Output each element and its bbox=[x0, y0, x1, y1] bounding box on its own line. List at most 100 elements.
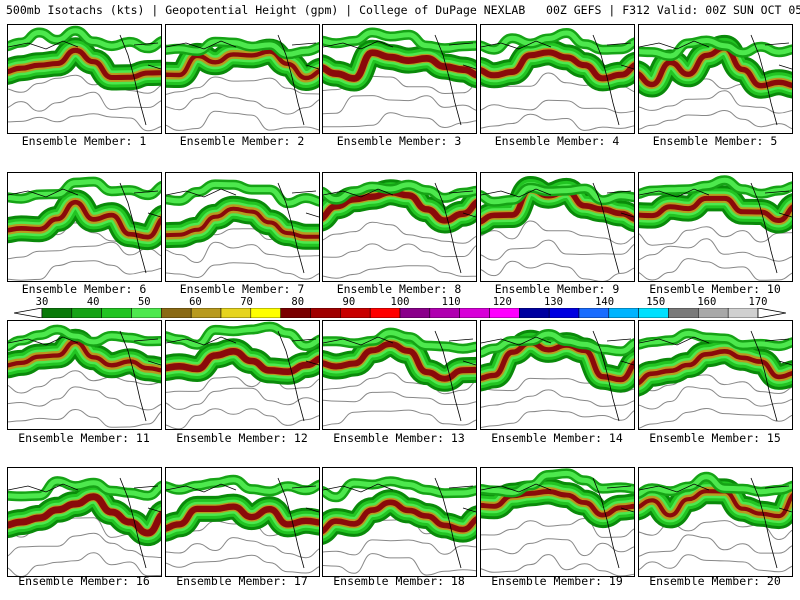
coastline bbox=[481, 182, 634, 274]
coastline bbox=[323, 330, 476, 422]
height-contour bbox=[481, 538, 634, 557]
height-contour bbox=[8, 260, 161, 281]
color-scale-labels: 30 40 50 60 70 80 90 100 110 120 130 140 150 160 170 bbox=[14, 296, 786, 308]
scale-tick-label: 170 bbox=[748, 296, 768, 308]
height-contour bbox=[8, 91, 161, 112]
isotach-band bbox=[323, 330, 476, 352]
ensemble-member-panel[interactable] bbox=[7, 467, 162, 577]
height-contour bbox=[639, 407, 792, 429]
coastline bbox=[166, 34, 319, 126]
isotach-map bbox=[323, 179, 476, 279]
color-scale-strip bbox=[14, 308, 786, 318]
isotach-map bbox=[166, 474, 319, 574]
ensemble-member-label: Ensemble Member: 10 bbox=[649, 282, 781, 296]
height-contour bbox=[323, 409, 476, 427]
height-contour bbox=[323, 112, 476, 129]
ensemble-member-panel[interactable] bbox=[322, 467, 477, 577]
scale-swatch bbox=[668, 308, 699, 318]
height-contour bbox=[639, 554, 792, 573]
ensemble-member-panel[interactable] bbox=[165, 24, 320, 134]
ensemble-member-panel[interactable] bbox=[322, 172, 477, 282]
isotach-band bbox=[481, 489, 634, 518]
ensemble-member-panel[interactable] bbox=[7, 24, 162, 134]
isotach-map bbox=[639, 471, 792, 573]
ensemble-member-label: Ensemble Member: 1 bbox=[21, 134, 147, 148]
isotach-map bbox=[639, 175, 792, 281]
isotach-band bbox=[323, 49, 476, 82]
isotach-band bbox=[166, 181, 319, 206]
height-contour bbox=[323, 243, 476, 258]
isotach-band bbox=[323, 189, 476, 224]
ensemble-member-panel[interactable] bbox=[322, 24, 477, 134]
isotach-band bbox=[8, 478, 161, 499]
isotach-map bbox=[8, 324, 161, 428]
scale-swatch bbox=[519, 308, 550, 318]
height-contour bbox=[481, 99, 634, 114]
coastline bbox=[639, 34, 792, 126]
ensemble-member-panel[interactable] bbox=[7, 320, 162, 430]
coastline bbox=[481, 34, 634, 126]
ensemble-member-panel[interactable] bbox=[638, 467, 793, 577]
ensemble-member-panel[interactable] bbox=[322, 320, 477, 430]
height-contour bbox=[481, 239, 634, 261]
coastline bbox=[481, 477, 634, 569]
ensemble-member-panel[interactable] bbox=[480, 320, 635, 430]
ensemble-member-label: Ensemble Member: 14 bbox=[491, 431, 623, 445]
isotach-band bbox=[8, 199, 161, 240]
height-contour bbox=[166, 537, 319, 559]
ensemble-member-label: Ensemble Member: 8 bbox=[336, 282, 462, 296]
height-contour bbox=[481, 220, 634, 245]
isotach-band bbox=[166, 49, 319, 81]
ensemble-member-panel[interactable] bbox=[480, 24, 635, 134]
ensemble-member-label: Ensemble Member: 11 bbox=[18, 431, 150, 445]
coastline bbox=[323, 182, 476, 274]
ensemble-member-panel[interactable] bbox=[165, 320, 320, 430]
height-contour bbox=[166, 241, 319, 264]
isotach-band bbox=[166, 347, 319, 376]
ensemble-member-panel[interactable] bbox=[165, 172, 320, 282]
scale-swatch bbox=[608, 308, 639, 318]
isotach-map bbox=[481, 27, 634, 131]
isotach-band bbox=[8, 327, 161, 349]
ensemble-member-panel[interactable] bbox=[480, 172, 635, 282]
scale-tick-label: 130 bbox=[543, 296, 563, 308]
scale-swatch bbox=[131, 308, 162, 318]
coastline bbox=[166, 477, 319, 569]
ensemble-member-panel[interactable] bbox=[7, 172, 162, 282]
height-contour bbox=[639, 534, 792, 557]
height-contour bbox=[639, 238, 792, 262]
ensemble-member-panel[interactable] bbox=[638, 172, 793, 282]
coastline bbox=[639, 477, 792, 569]
scale-swatch bbox=[578, 308, 610, 318]
height-contour bbox=[166, 375, 319, 393]
scale-tick-label: 30 bbox=[35, 296, 49, 308]
scale-swatch bbox=[71, 308, 102, 318]
ensemble-member-panel[interactable] bbox=[638, 320, 793, 430]
coastline bbox=[323, 34, 476, 126]
height-contour bbox=[8, 370, 161, 394]
scale-tick-label: 70 bbox=[240, 296, 253, 308]
scale-swatch bbox=[310, 308, 341, 318]
ensemble-member-label: Ensemble Member: 3 bbox=[336, 134, 462, 148]
ensemble-member-label: Ensemble Member: 4 bbox=[494, 134, 620, 148]
scale-swatch bbox=[161, 308, 192, 318]
height-contour bbox=[8, 113, 161, 132]
isotach-band bbox=[639, 474, 792, 497]
ensemble-member-panel[interactable] bbox=[165, 467, 320, 577]
scale-tick-label: 80 bbox=[291, 296, 305, 308]
isotach-band bbox=[481, 340, 634, 383]
scale-swatch bbox=[727, 308, 759, 318]
ensemble-member-panel[interactable] bbox=[638, 24, 793, 134]
height-contour bbox=[639, 226, 792, 246]
height-contour bbox=[323, 265, 476, 279]
scale-swatch bbox=[459, 308, 490, 318]
ensemble-member-label: Ensemble Member: 13 bbox=[333, 431, 465, 445]
scale-swatch bbox=[280, 308, 311, 318]
isotach-band bbox=[323, 499, 476, 535]
scale-swatch bbox=[429, 308, 460, 318]
isotach-map bbox=[639, 328, 792, 429]
coastline bbox=[8, 34, 161, 126]
ensemble-member-panel[interactable] bbox=[480, 467, 635, 577]
isotach-band bbox=[166, 477, 319, 494]
